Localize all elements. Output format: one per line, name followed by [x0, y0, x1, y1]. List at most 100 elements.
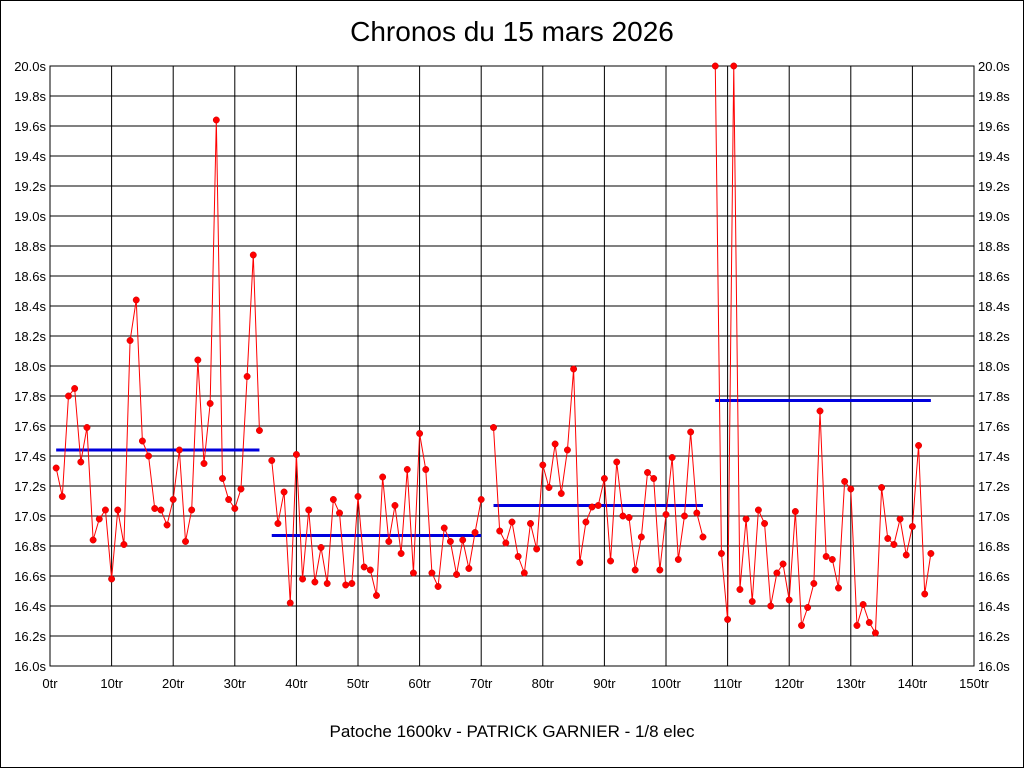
y-tick-label-left: 17.2s	[14, 479, 46, 494]
lap-point	[65, 392, 72, 400]
lap-point	[754, 506, 762, 514]
lap-point	[613, 458, 621, 466]
lap-point	[767, 602, 775, 610]
lap-point	[785, 596, 793, 604]
lap-point	[761, 520, 769, 527]
y-tick-label-left: 17.0s	[14, 509, 46, 524]
lap-point	[323, 580, 331, 587]
x-tick-label: 140tr	[898, 676, 928, 691]
lap-point	[841, 478, 849, 485]
y-tick-label-left: 17.8s	[14, 389, 46, 404]
lap-point	[373, 592, 380, 599]
lap-point	[502, 539, 510, 547]
lap-point	[656, 566, 664, 574]
lap-point	[200, 460, 208, 467]
lap-point	[145, 452, 153, 460]
lap-point	[736, 586, 744, 593]
lap-point	[520, 569, 528, 577]
lap-point	[89, 536, 97, 544]
lap-point	[243, 373, 251, 380]
lap-point	[687, 428, 695, 436]
y-tick-label-left: 16.8s	[14, 539, 46, 554]
tick-labels: 16.0s 16.0s 16.2s 16.2s 16.4s 16.4s 16.6s 16.6s…	[14, 59, 1010, 691]
lap-point	[120, 541, 128, 548]
lap-point	[773, 569, 781, 577]
lap-point	[114, 506, 122, 514]
lap-point	[299, 575, 307, 583]
y-tick-label-left: 16.2s	[14, 629, 46, 644]
lap-point	[157, 506, 165, 514]
y-tick-label-right: 16.2s	[978, 629, 1010, 644]
y-tick-label-right: 18.0s	[978, 359, 1010, 374]
lap-point	[274, 520, 282, 527]
y-tick-label-left: 18.4s	[14, 299, 46, 314]
lap-point	[409, 569, 417, 577]
lap-point	[188, 506, 196, 514]
lap-point	[681, 512, 688, 520]
y-tick-label-right: 16.4s	[978, 599, 1010, 614]
lap-point	[600, 475, 608, 482]
y-tick-label-left: 17.6s	[14, 419, 46, 434]
lap-point	[496, 527, 504, 535]
lap-points	[52, 62, 935, 637]
lap-point	[428, 569, 436, 577]
lap-point	[212, 116, 220, 124]
lap-point	[194, 356, 202, 364]
lap-point	[607, 557, 615, 565]
lap-point	[354, 493, 362, 500]
lap-point	[219, 475, 226, 482]
lap-point	[884, 535, 892, 542]
lap-point	[545, 484, 553, 491]
chart-subtitle: Patoche 1600kv - PATRICK GARNIER - 1/8 e…	[329, 722, 695, 741]
lap-point	[637, 533, 645, 541]
lap-point	[588, 503, 596, 511]
lap-point	[853, 622, 861, 629]
lap-point	[711, 62, 719, 70]
lap-point	[329, 496, 337, 503]
lap-point	[237, 485, 245, 493]
lap-point	[292, 451, 300, 458]
lap-point	[225, 496, 233, 503]
y-tick-label-left: 18.8s	[14, 239, 46, 254]
lap-point	[101, 506, 109, 514]
lap-point	[477, 496, 485, 503]
y-tick-label-right: 17.2s	[978, 479, 1010, 494]
axes	[49, 65, 975, 667]
lap-point	[391, 502, 399, 509]
lap-point	[563, 446, 571, 454]
y-tick-label-right: 18.2s	[978, 329, 1010, 344]
y-tick-label-right: 20.0s	[978, 59, 1010, 74]
lap-point	[286, 599, 294, 607]
lap-point	[366, 566, 374, 574]
y-tick-label-left: 16.6s	[14, 569, 46, 584]
y-tick-label-right: 16.0s	[978, 659, 1010, 674]
lap-point	[422, 466, 430, 473]
lap-point	[533, 545, 541, 553]
x-tick-label: 100tr	[651, 676, 681, 691]
lap-point	[138, 437, 146, 445]
plot-border	[49, 65, 975, 667]
y-tick-label-left: 20.0s	[14, 59, 46, 74]
y-tick-label-right: 19.8s	[978, 89, 1010, 104]
lap-point	[58, 493, 66, 500]
lap-point	[305, 506, 313, 514]
lap-line-segment	[493, 368, 704, 574]
y-tick-label-left: 19.6s	[14, 119, 46, 134]
lap-point	[847, 485, 855, 493]
lap-point	[865, 619, 873, 626]
lap-point	[416, 430, 424, 437]
lap-point	[576, 559, 584, 566]
lap-point	[594, 502, 602, 509]
x-tick-label: 50tr	[347, 676, 370, 691]
y-tick-label-right: 16.8s	[978, 539, 1010, 554]
lap-point	[317, 544, 325, 551]
lap-point	[514, 553, 522, 560]
x-tick-label: 60tr	[408, 676, 431, 691]
lap-point	[835, 584, 842, 592]
lap-point	[336, 509, 343, 517]
chart-title: Chronos du 15 mars 2026	[350, 16, 674, 47]
x-tick-label: 130tr	[836, 676, 866, 691]
lap-point	[206, 400, 214, 407]
lap-lines	[55, 65, 932, 635]
lap-point	[570, 365, 578, 373]
